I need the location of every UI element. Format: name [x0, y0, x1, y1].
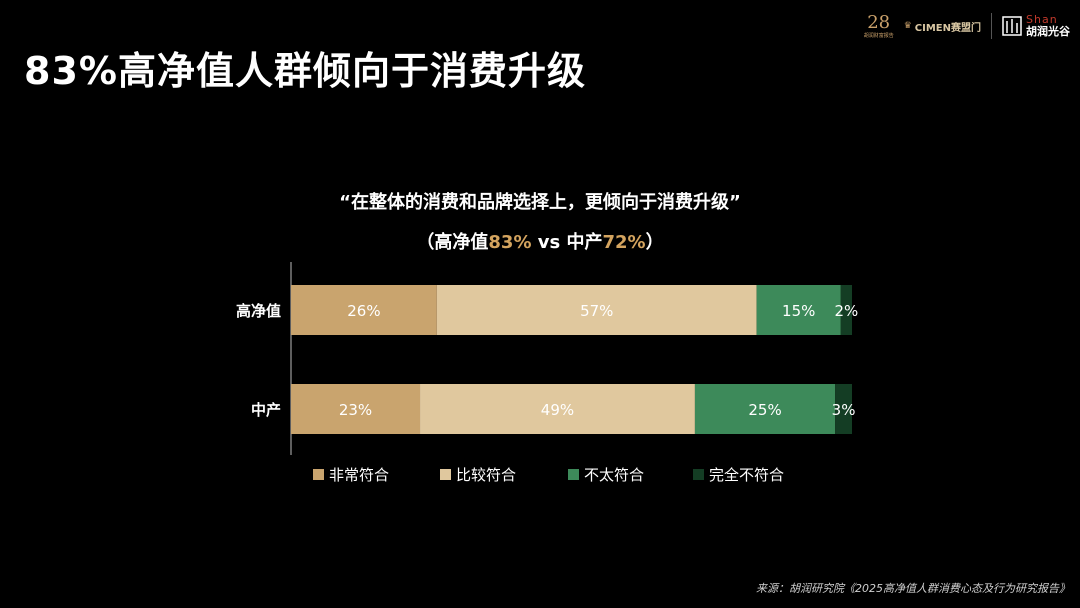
page-title: 83%高净值人群倾向于消费升级: [24, 49, 586, 93]
data-label: 15%: [782, 302, 815, 320]
legend-swatch: [440, 469, 451, 480]
bar-segment: [291, 384, 421, 434]
data-label: 2%: [834, 302, 858, 320]
chart-subtitle-comparison: （高净值83% vs 中产72%）: [0, 228, 1080, 254]
mid-percent: 72%: [602, 232, 646, 253]
data-label: 3%: [832, 401, 856, 419]
legend-label: 非常符合: [329, 466, 389, 484]
data-label: 49%: [541, 401, 574, 419]
anniversary-logo: 28 胡润财富报告: [863, 11, 894, 39]
crown-icon: ♛: [903, 21, 912, 31]
bar-segment: [420, 384, 695, 434]
chart-subtitle-quote: “在整体的消费和品牌选择上，更倾向于消费升级”: [339, 192, 741, 213]
subtitle-vs: vs 中产: [531, 232, 603, 253]
logo-divider: [991, 13, 992, 39]
data-label: 25%: [748, 401, 781, 419]
shan-mark-icon: [1002, 16, 1022, 36]
source-note: 来源：胡润研究院《2025高净值人群消费心态及行为研究报告》: [756, 582, 1070, 595]
cimen-logo: ♛ CIMEN赛盟门: [904, 19, 981, 34]
logo-bar: 28 胡润财富报告 ♛ CIMEN赛盟门 Shan 胡润光谷: [864, 10, 1070, 42]
legend-label: 完全不符合: [709, 466, 784, 484]
shan-logo: Shan 胡润光谷: [1002, 14, 1070, 38]
shan-cn-text: 胡润光谷: [1026, 25, 1070, 38]
bar-segment: [840, 285, 852, 335]
bar-segment: [291, 285, 437, 335]
shan-en-text: Shan: [1026, 13, 1058, 26]
cimen-text: CIMEN赛盟门: [914, 22, 981, 34]
data-label: 26%: [347, 302, 380, 320]
bar-segment: [756, 285, 841, 335]
data-label: 57%: [580, 302, 613, 320]
bar-segment: [436, 285, 757, 335]
subtitle-close: ）: [645, 232, 664, 253]
legend-label: 比较符合: [456, 466, 516, 484]
category-label: 高净值: [236, 302, 281, 320]
anniversary-text: 胡润财富报告: [863, 32, 894, 39]
subtitle-open: （高净值: [416, 232, 489, 253]
legend-swatch: [693, 469, 704, 480]
legend-swatch: [568, 469, 579, 480]
legend-swatch: [313, 469, 324, 480]
legend-label: 不太符合: [584, 466, 644, 484]
hnw-percent: 83%: [488, 232, 532, 253]
anniversary-number: 28: [867, 11, 891, 33]
category-label: 中产: [251, 401, 281, 419]
bar-segment: [835, 384, 852, 434]
data-label: 23%: [339, 401, 372, 419]
bar-segment: [694, 384, 836, 434]
